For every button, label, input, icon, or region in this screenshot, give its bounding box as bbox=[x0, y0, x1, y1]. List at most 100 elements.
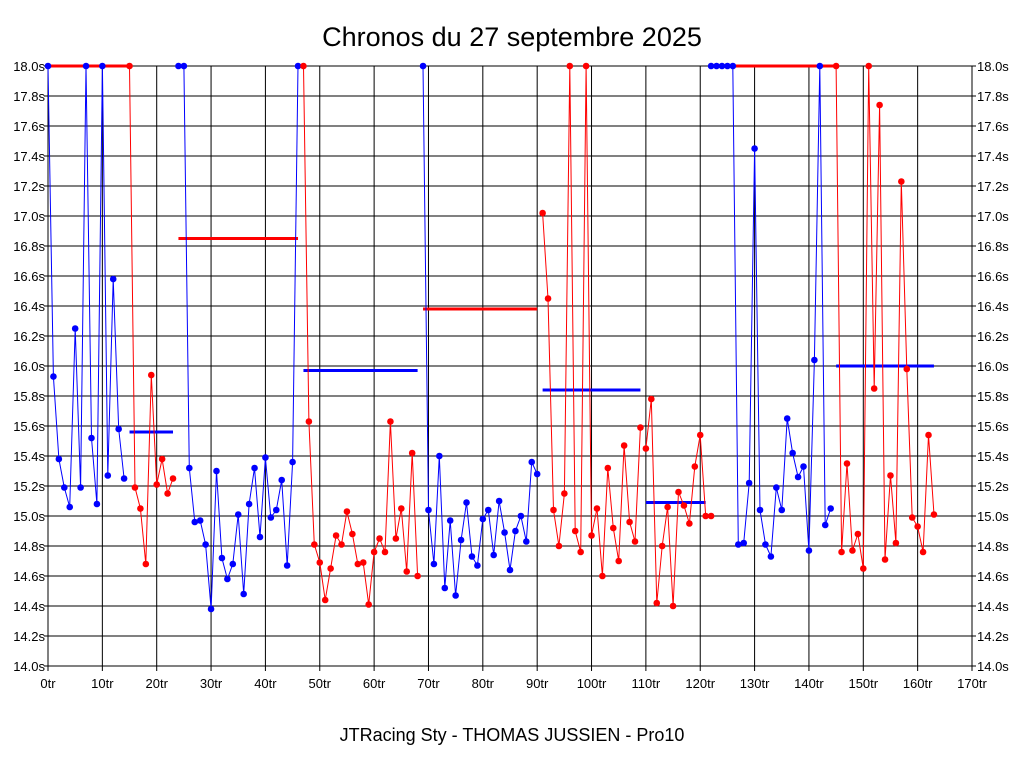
data-point bbox=[838, 548, 845, 556]
data-point bbox=[332, 532, 340, 539]
data-point bbox=[387, 418, 394, 425]
x-tick-label: 20tr bbox=[146, 676, 169, 691]
data-point bbox=[702, 512, 709, 520]
data-point bbox=[843, 460, 851, 467]
data-point bbox=[300, 62, 307, 70]
y-tick-label-right: 17.2s bbox=[977, 179, 1009, 194]
data-point bbox=[903, 365, 911, 373]
chart-subtitle: JTRacing Sty - THOMAS JUSSIEN - Pro10 bbox=[340, 725, 685, 745]
data-point bbox=[620, 442, 628, 449]
y-tick-label-right: 14.6s bbox=[977, 569, 1009, 584]
x-tick-label: 100tr bbox=[577, 676, 607, 691]
x-tick-label: 10tr bbox=[91, 676, 114, 691]
data-point bbox=[637, 424, 644, 431]
data-point bbox=[490, 551, 497, 559]
data-point bbox=[533, 470, 541, 478]
x-tick-label: 110tr bbox=[632, 676, 661, 691]
data-point bbox=[691, 463, 699, 470]
data-point bbox=[218, 554, 226, 562]
y-tick-label-right: 14.4s bbox=[977, 599, 1009, 614]
data-point bbox=[436, 452, 443, 460]
chart-title: Chronos du 27 septembre 2025 bbox=[322, 22, 702, 52]
x-tick-label: 90tr bbox=[526, 676, 549, 691]
data-point bbox=[914, 523, 921, 530]
data-point bbox=[397, 505, 405, 512]
data-point bbox=[349, 530, 356, 538]
data-point bbox=[773, 484, 780, 491]
x-tick-label: 160tr bbox=[903, 676, 933, 691]
data-point bbox=[555, 542, 563, 550]
x-tick-label: 0tr bbox=[40, 676, 56, 691]
data-point bbox=[593, 505, 601, 512]
data-point bbox=[751, 145, 758, 152]
y-tick-label: 15.4s bbox=[13, 449, 45, 464]
data-point bbox=[898, 178, 905, 185]
data-point bbox=[158, 455, 166, 463]
y-tick-label: 17.8s bbox=[13, 89, 45, 104]
data-point bbox=[577, 548, 584, 556]
data-point bbox=[441, 584, 449, 592]
x-tick-label: 120tr bbox=[685, 676, 715, 691]
data-point bbox=[745, 479, 753, 487]
data-point bbox=[930, 511, 938, 518]
data-point bbox=[718, 62, 726, 70]
y-tick-label: 16.6s bbox=[13, 269, 45, 284]
data-point bbox=[512, 527, 519, 535]
y-tick-label-right: 16.0s bbox=[977, 359, 1009, 374]
data-point bbox=[50, 373, 57, 380]
data-point bbox=[283, 562, 291, 569]
grid bbox=[47, 65, 973, 667]
data-point bbox=[77, 484, 84, 491]
data-point bbox=[213, 467, 220, 475]
y-tick-label: 14.0s bbox=[13, 659, 45, 674]
x-tick-label: 60tr bbox=[363, 676, 386, 691]
data-point bbox=[658, 542, 666, 550]
y-tick-label: 17.4s bbox=[13, 149, 45, 164]
y-tick-label-right: 15.4s bbox=[977, 449, 1009, 464]
data-point bbox=[539, 209, 546, 217]
y-tick-label: 16.0s bbox=[13, 359, 45, 374]
data-point bbox=[408, 449, 416, 457]
data-point bbox=[327, 565, 334, 572]
data-point bbox=[169, 475, 177, 482]
data-point bbox=[403, 568, 411, 575]
data-point bbox=[463, 499, 470, 506]
data-point bbox=[631, 538, 639, 545]
data-point bbox=[316, 559, 324, 566]
data-point bbox=[832, 62, 840, 70]
data-point bbox=[919, 548, 927, 556]
axis-ticks: 14.0s 14.0s 14.2s 14.2s 14.4s 14.4s 14.6s 14.6s… bbox=[13, 59, 1009, 691]
y-tick-label: 17.2s bbox=[13, 179, 45, 194]
data-point bbox=[484, 506, 492, 514]
data-point bbox=[821, 521, 829, 529]
x-tick-label: 40tr bbox=[254, 676, 277, 691]
y-tick-label: 15.2s bbox=[13, 479, 45, 494]
data-point bbox=[908, 514, 916, 521]
data-point bbox=[876, 101, 883, 109]
data-point bbox=[142, 560, 150, 568]
data-point bbox=[648, 395, 655, 403]
data-point bbox=[338, 541, 345, 548]
data-point bbox=[256, 533, 264, 541]
data-point bbox=[474, 562, 481, 569]
data-point bbox=[44, 62, 52, 70]
data-point bbox=[789, 449, 796, 457]
data-point bbox=[479, 515, 487, 523]
y-tick-label: 14.6s bbox=[13, 569, 45, 584]
data-point bbox=[517, 512, 525, 520]
y-tick-label-right: 15.6s bbox=[977, 419, 1009, 434]
data-point bbox=[354, 560, 362, 568]
data-point bbox=[109, 275, 117, 283]
y-tick-label-right: 16.6s bbox=[977, 269, 1009, 284]
x-tick-label: 170tr bbox=[957, 676, 987, 691]
y-tick-label: 14.2s bbox=[13, 629, 45, 644]
data-point bbox=[582, 62, 590, 70]
data-point bbox=[289, 458, 296, 466]
data-point bbox=[653, 599, 661, 607]
data-point bbox=[767, 553, 775, 560]
data-point bbox=[82, 62, 90, 70]
data-point bbox=[707, 512, 715, 520]
data-point bbox=[854, 530, 862, 538]
x-tick-label: 30tr bbox=[200, 676, 223, 691]
